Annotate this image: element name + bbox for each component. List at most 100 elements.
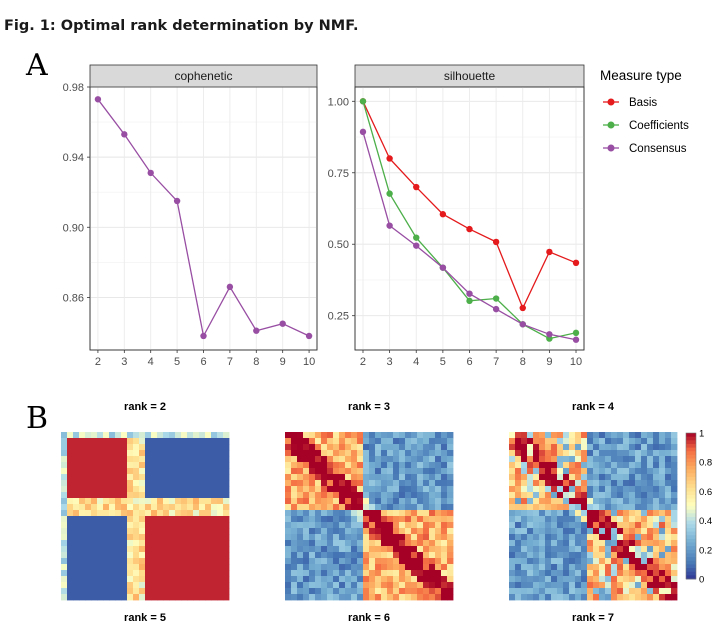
heatmap-cell [509,510,516,517]
heatmap-cell [635,576,642,583]
heatmap-cell [127,450,134,457]
heatmap-cell [169,570,176,577]
heatmap-cell [659,564,666,571]
heatmap-cell [351,480,358,487]
heatmap-cell [551,552,558,559]
heatmap-cell [509,438,516,445]
heatmap-cell [569,528,576,535]
heatmap-cell [127,444,134,451]
heatmap-cell [575,564,582,571]
heatmap-cell [351,456,358,463]
heatmap-cell [381,558,388,565]
heatmap-cell [641,540,648,547]
heatmap-cell [357,486,364,493]
heatmap-cell [441,522,448,529]
heatmap-cell [441,570,448,577]
heatmap-cell [175,534,182,541]
heatmap-cell [527,564,534,571]
heatmap-cell [563,546,570,553]
heatmap-cell [351,552,358,559]
heatmap-cell [303,540,310,547]
heatmap-cell [629,444,636,451]
heatmap-cell [309,594,316,601]
heatmap-cell [671,558,678,565]
heatmap-cell [127,462,134,469]
heatmap-cell [321,594,328,601]
heatmap-cell [611,564,618,571]
silhouette-ytick-label: 0.25 [328,311,349,323]
heatmap-cell [635,552,642,559]
heatmap-cell [405,444,412,451]
heatmap-cell [169,516,176,523]
heatmap-cell [351,504,358,511]
heatmap-cell [169,450,176,457]
heatmap-cell [387,522,394,529]
heatmap-cell [73,468,80,475]
heatmap-cell [399,486,406,493]
heatmap-cell [435,558,442,565]
heatmap-cell [581,594,588,601]
heatmap-cell [393,528,400,535]
heatmap-cell [157,570,164,577]
silhouette-point-basis [572,259,580,267]
heatmap-cell [91,450,98,457]
heatmap-cell [223,432,230,439]
heatmap-cell [599,456,606,463]
heatmap-cell [551,450,558,457]
heatmap-cell [133,456,140,463]
heatmap-cell [441,456,448,463]
heatmap-cell [357,456,364,463]
heatmap-cell [423,450,430,457]
silhouette-xtick-label: 5 [440,356,446,368]
heatmap-cell [659,474,666,481]
heatmap-cell [381,480,388,487]
heatmap-cell [641,468,648,475]
heatmap-cell [61,552,68,559]
heatmap-cell [103,516,110,523]
heatmap-cell [521,462,528,469]
colorbar-segment [686,520,696,525]
heatmap-cell [581,432,588,439]
heatmap-cell [617,552,624,559]
heatmap-cell [665,552,672,559]
heatmap-cell [157,504,164,511]
heatmap-cell [133,582,140,589]
heatmap-cell [303,432,310,439]
heatmap-cell [169,462,176,469]
heatmap-cell [73,492,80,499]
heatmap-cell [351,474,358,481]
heatmap-cell [175,564,182,571]
heatmap-cell [557,594,564,601]
heatmap-cell [345,474,352,481]
heatmap-cell [181,552,188,559]
heatmap-cell [309,492,316,499]
heatmap-cell [653,474,660,481]
heatmap-cell [515,444,522,451]
heatmap-cell [611,492,618,499]
colorbar-tick-label: 1 [699,429,704,440]
heatmap-cell [199,552,206,559]
heatmap-cell [315,456,322,463]
heatmap-cell [521,456,528,463]
heatmap-cell [217,552,224,559]
heatmap-cell [399,462,406,469]
heatmap-cell [587,564,594,571]
heatmap-cell [73,534,80,541]
heatmap-cell [671,486,678,493]
heatmap-cell [345,546,352,553]
heatmap-cell [363,576,370,583]
heatmap-cell [623,522,630,529]
heatmap-cell [659,438,666,445]
heatmap-cell [369,438,376,445]
heatmap-cell [623,516,630,523]
heatmap-cell [103,510,110,517]
heatmap-cell [551,486,558,493]
heatmap-cell [429,576,436,583]
heatmap-cell [393,474,400,481]
heatmap-cell [357,564,364,571]
heatmap-cell [509,582,516,589]
heatmap-cell [357,444,364,451]
heatmap-cell [545,462,552,469]
heatmap-cell [509,498,516,505]
heatmap-cell [181,576,188,583]
